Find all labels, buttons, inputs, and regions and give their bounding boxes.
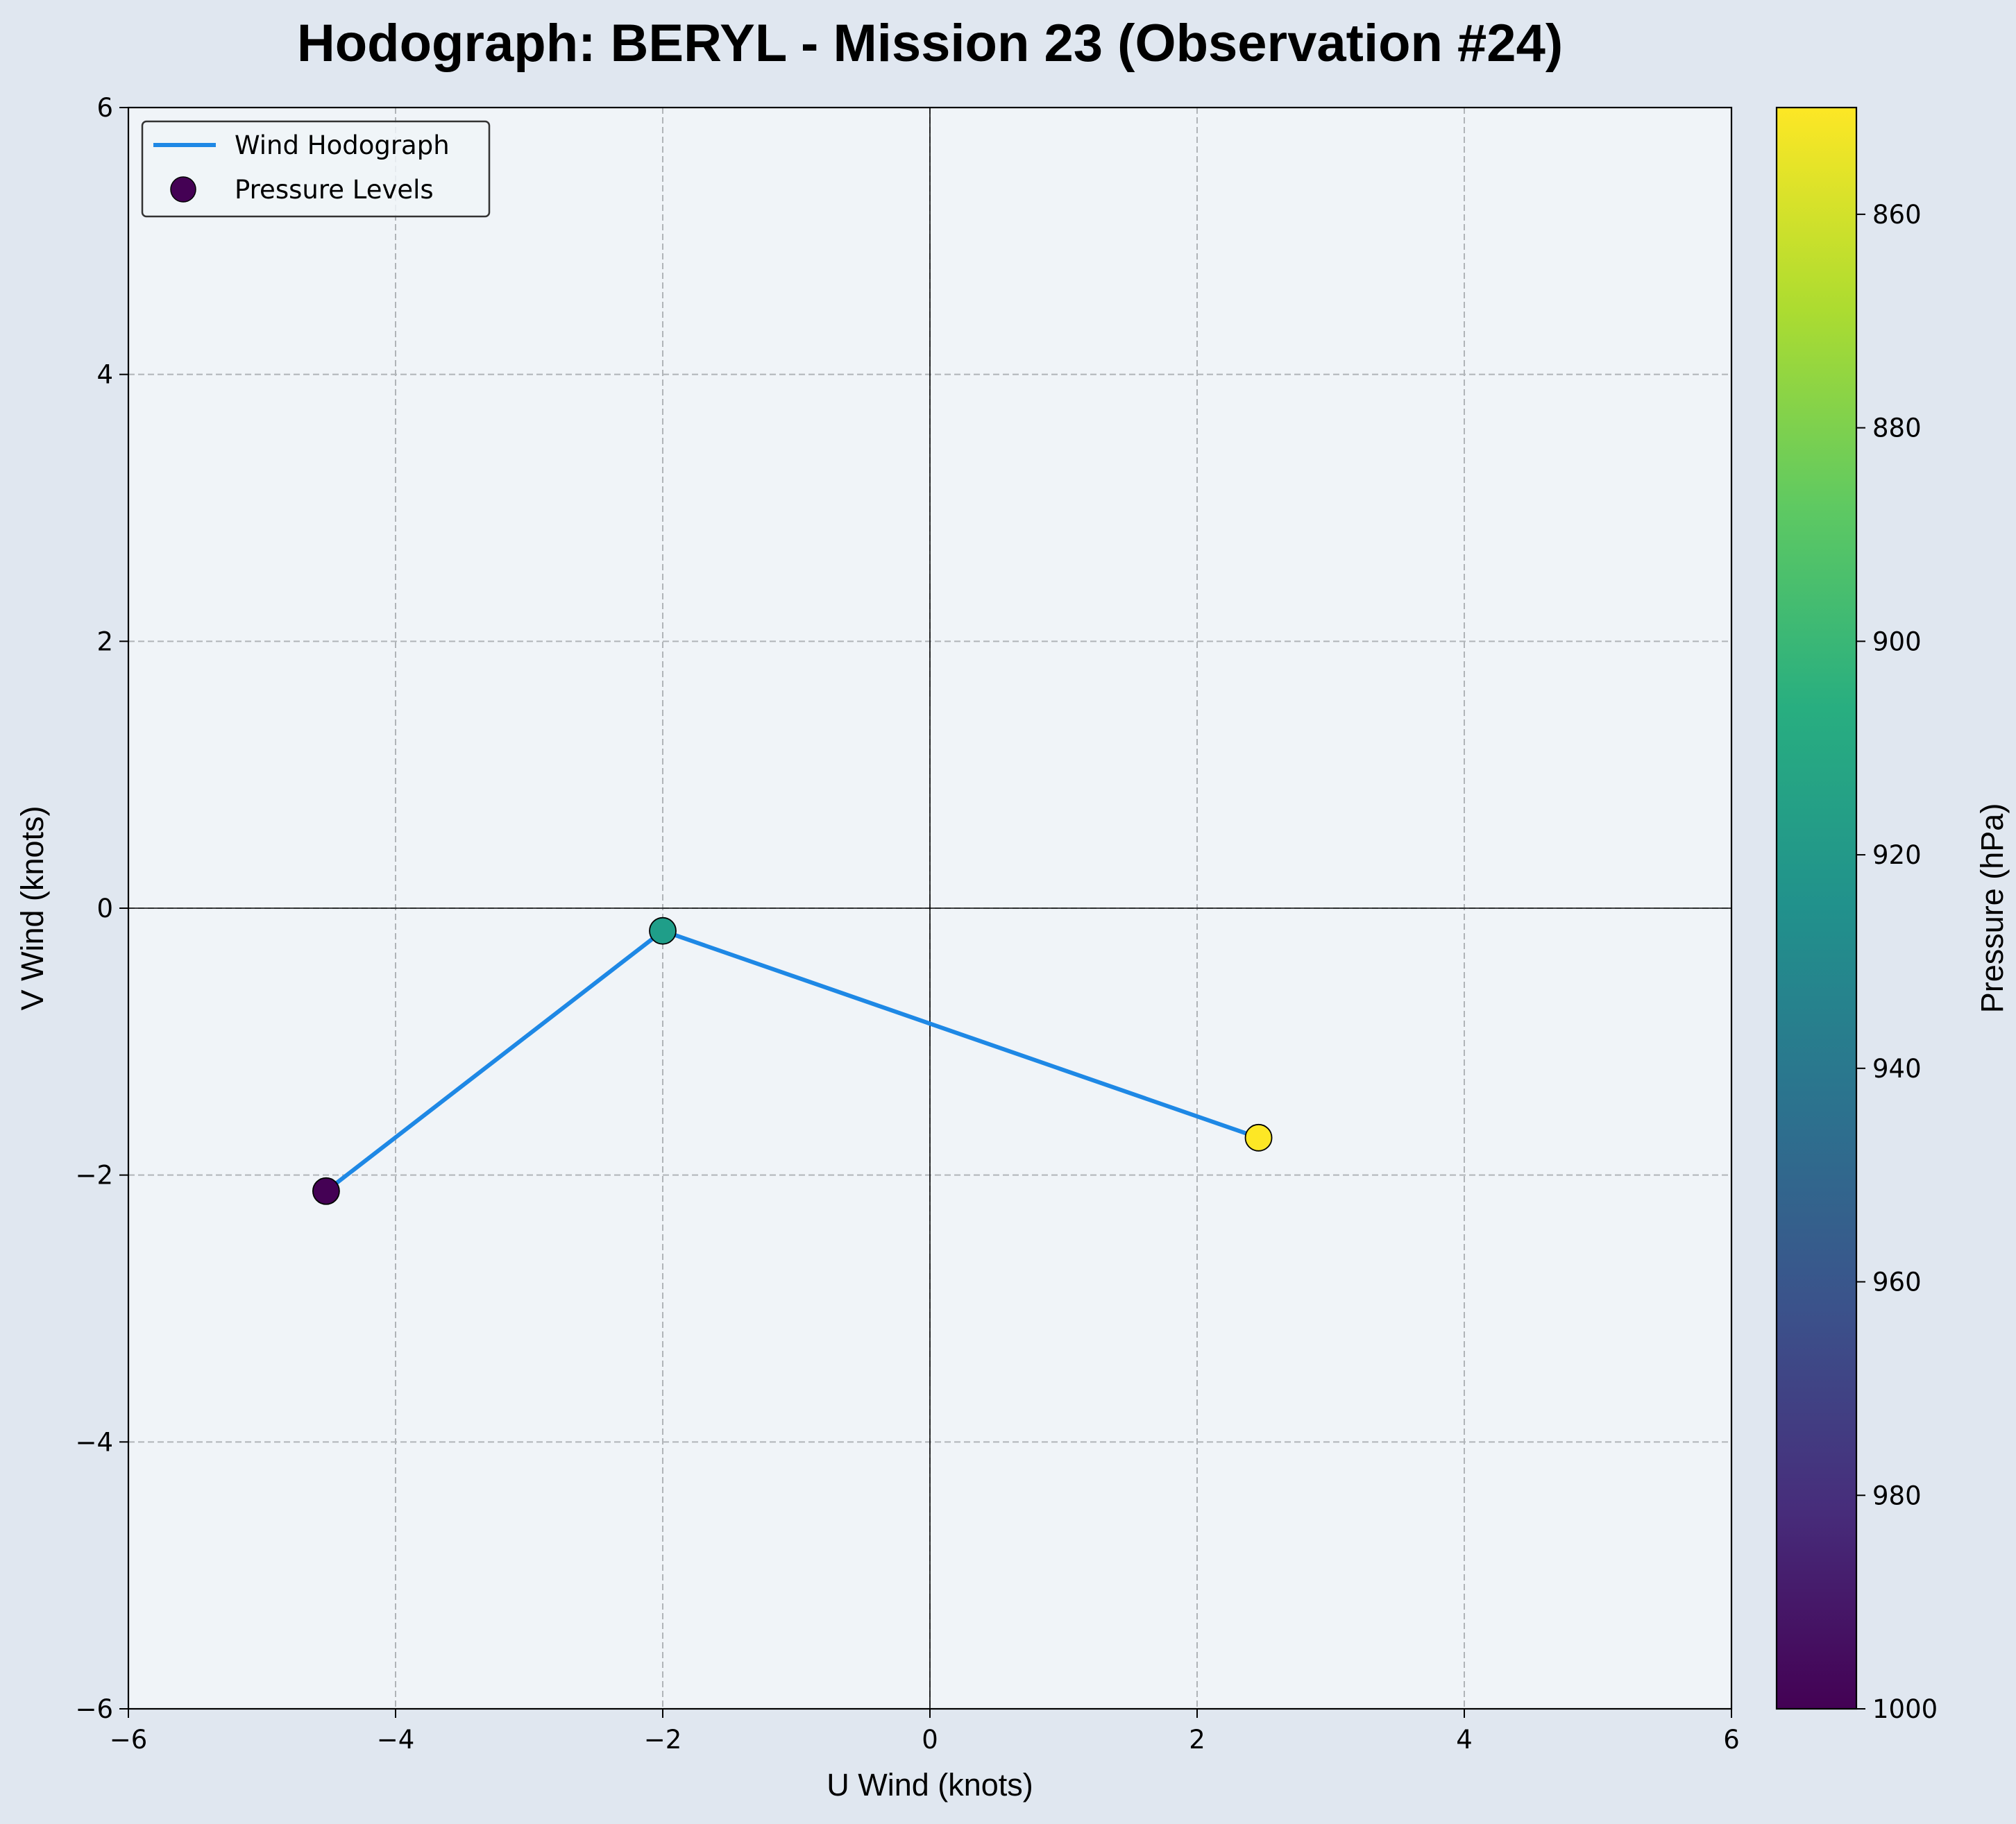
x-tick-label: −6	[110, 1725, 148, 1755]
y-tick-label: −2	[75, 1161, 113, 1191]
zero-axis-lines	[128, 108, 1731, 1709]
legend-label-wind-hodograph: Wind Hodograph	[235, 130, 450, 160]
colorbar-tick-label: 880	[1872, 414, 1922, 443]
colorbar: 860 880 900 920 940 960 980 1000 Pressure (hPa)	[1775, 106, 2010, 1724]
y-axis-label: V Wind (knots)	[15, 806, 50, 1010]
pressure-level-point	[1244, 1123, 1273, 1152]
colorbar-tick-label: 900	[1872, 627, 1922, 656]
x-tick-label: −4	[377, 1725, 415, 1755]
colorbar-ticks: 860 880 900 920 940 960 980 1000	[1856, 200, 1938, 1724]
x-tick-label: 4	[1456, 1725, 1473, 1755]
colorbar-tick-label: 940	[1872, 1054, 1922, 1084]
y-tick-label: −4	[75, 1427, 113, 1457]
y-tick-label: 2	[96, 627, 113, 656]
legend: Wind Hodograph Pressure Levels	[141, 120, 491, 218]
y-tick-label: 6	[96, 93, 113, 123]
legend-marker-swatch	[170, 176, 196, 203]
colorbar-gradient	[1777, 108, 1856, 1709]
x-tick-label: 0	[922, 1725, 938, 1755]
x-tick-label: −2	[644, 1725, 682, 1755]
x-tick-label: 2	[1189, 1725, 1205, 1755]
x-axis-label: U Wind (knots)	[827, 1767, 1033, 1802]
colorbar-frame	[1775, 106, 1858, 1710]
chart-title: Hodograph: BERYL - Mission 23 (Observati…	[297, 14, 1563, 73]
y-tick-label: −6	[75, 1694, 113, 1724]
pressure-level-point	[312, 1177, 340, 1205]
colorbar-tick-label: 980	[1872, 1481, 1922, 1510]
series-layer	[312, 917, 1273, 1205]
legend-label-pressure-levels: Pressure Levels	[235, 175, 434, 205]
colorbar-tick-label: 960	[1872, 1268, 1922, 1297]
y-tick-label: 4	[96, 360, 113, 390]
y-axis-ticks: −6 −4 −2 0 2 4 6	[75, 93, 128, 1724]
colorbar-tick-label: 860	[1872, 200, 1922, 230]
colorbar-label: Pressure (hPa)	[1974, 803, 2010, 1014]
colorbar-tick-label: 920	[1872, 840, 1922, 870]
colorbar-tick-label: 1000	[1872, 1694, 1938, 1724]
pressure-level-point	[649, 917, 677, 945]
x-axis-ticks: −6 −4 −2 0 2 4 6	[110, 1709, 1740, 1755]
y-tick-label: 0	[96, 894, 113, 923]
legend-box	[141, 120, 491, 218]
x-tick-label: 6	[1723, 1725, 1740, 1755]
